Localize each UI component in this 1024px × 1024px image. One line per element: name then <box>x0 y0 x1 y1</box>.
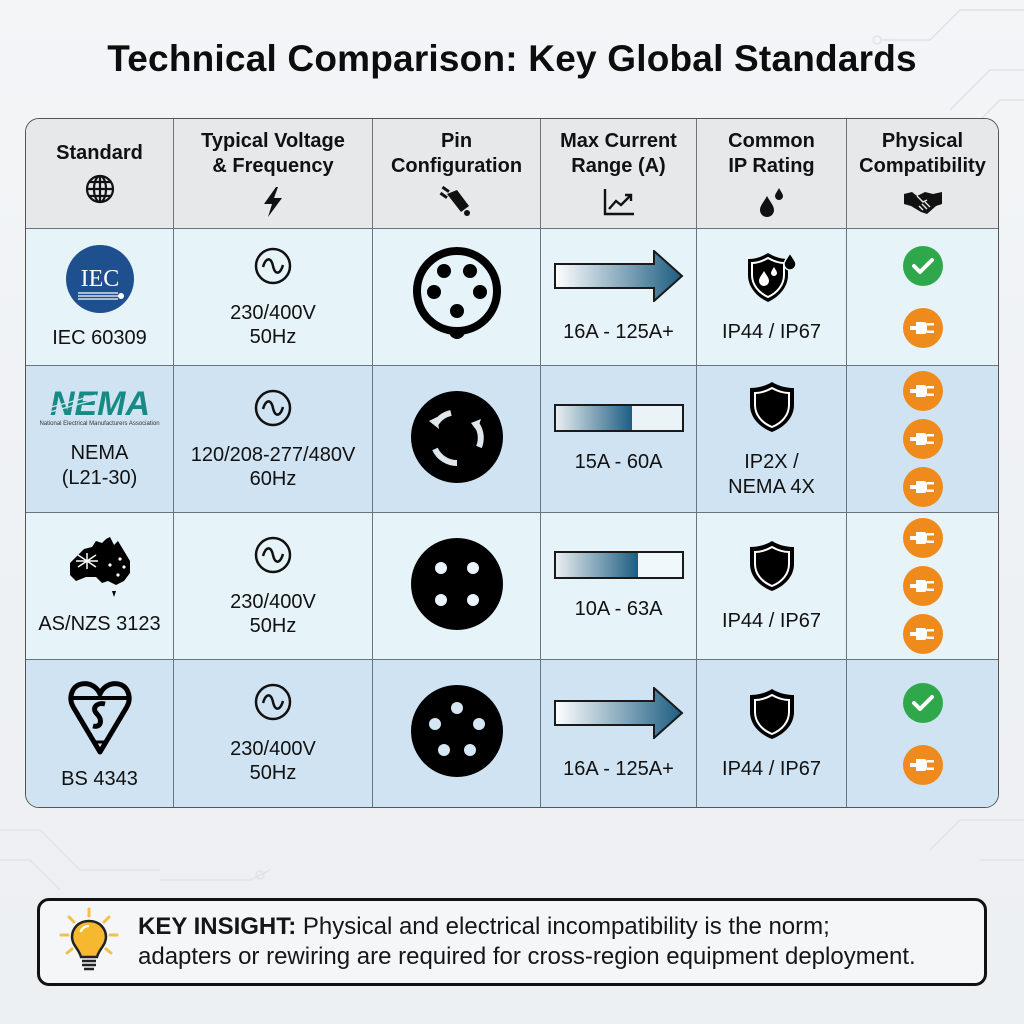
ip-rating-value: IP44 / IP67 <box>722 321 821 343</box>
voltage-cell: 230/400V 50Hz <box>174 513 373 659</box>
water-drops-icon <box>757 185 787 219</box>
compatible-check-icon <box>902 682 943 723</box>
current-range-bar <box>553 404 684 437</box>
pin-configuration-cell <box>373 229 541 365</box>
ac-sine-icon <box>253 388 293 433</box>
column-header-max-current: Max Current Range (A) <box>541 119 697 228</box>
key-insight-label: KEY INSIGHT: <box>138 913 297 940</box>
current-range-arrow <box>553 248 684 307</box>
shield-icon <box>746 379 798 440</box>
svg-text:IEC: IEC <box>80 266 119 292</box>
column-header-pin-configuration: Pin Configuration <box>373 119 541 228</box>
current-range-value: 15A - 60A <box>574 451 663 473</box>
standard-name: BS 4343 <box>61 767 138 790</box>
column-header-compatibility: Physical Compatibility <box>847 119 998 228</box>
compatibility-cell <box>847 660 998 807</box>
adapter-plug-icon <box>902 744 943 785</box>
five-pin-round-socket-icon <box>410 684 504 783</box>
five-pin-round-socket-icon <box>409 246 505 348</box>
current-range-cell: 10A - 63A <box>541 513 697 659</box>
current-range-bar <box>553 551 684 584</box>
current-range-cell: 15A - 60A <box>541 366 697 512</box>
ip-rating-cell: IP44 / IP67 <box>697 660 847 807</box>
key-insight-text: KEY INSIGHT: Physical and electrical inc… <box>138 913 916 970</box>
pin-configuration-cell <box>373 513 541 659</box>
australia-map-logo <box>66 535 134 606</box>
compatibility-cell <box>847 366 998 512</box>
table-row: AS/NZS 3123 230/400V 50Hz 10A - 63A <box>26 513 998 660</box>
ac-sine-icon <box>253 535 293 580</box>
column-header-standard: Standard <box>26 119 174 228</box>
shield-icon <box>746 538 798 599</box>
voltage-cell: 120/208-277/480V 60Hz <box>174 366 373 512</box>
standard-name: NEMA <box>70 442 129 464</box>
current-range-value: 16A - 125A+ <box>563 757 674 780</box>
standard-cell: BS 4343 <box>26 660 174 807</box>
standard-variant: (L21-30) <box>61 467 138 489</box>
current-range-value: 16A - 125A+ <box>563 321 674 343</box>
handshake-icon <box>903 185 943 219</box>
standard-cell: NEMA National Electrical Manufacturers A… <box>26 366 174 512</box>
current-range-cell: 16A - 125A+ <box>541 660 697 807</box>
page-title: Technical Comparison: Key Global Standar… <box>107 38 917 79</box>
ip-rating-value: IP2X / <box>744 450 799 473</box>
ac-sine-icon <box>253 246 293 291</box>
pin-configuration-cell <box>373 660 541 807</box>
adapter-plug-icon <box>902 518 943 558</box>
standard-name: IEC 60309 <box>52 327 147 349</box>
four-pin-round-socket-icon <box>410 537 504 636</box>
table-header-row: Standard Typical Voltage & Frequency Pin… <box>26 119 998 229</box>
adapter-plug-icon <box>902 308 943 348</box>
table-row: NEMA National Electrical Manufacturers A… <box>26 366 998 513</box>
adapter-plug-icon <box>902 419 943 459</box>
compatibility-cell <box>847 513 998 659</box>
compatible-check-icon <box>902 246 943 286</box>
standards-comparison-table: Standard Typical Voltage & Frequency Pin… <box>25 118 999 808</box>
adapter-plug-icon <box>902 371 943 411</box>
standard-cell: AS/NZS 3123 <box>26 513 174 659</box>
shield-water-icon <box>744 249 800 310</box>
current-range-arrow <box>553 685 684 744</box>
plug-icon <box>439 185 475 219</box>
ip-rating-cell: IP2X / NEMA 4X <box>697 366 847 512</box>
pin-configuration-cell <box>373 366 541 512</box>
ip-rating-cell: IP44 / IP67 <box>697 513 847 659</box>
adapter-plug-icon <box>902 467 943 507</box>
twist-lock-socket-icon <box>409 389 505 490</box>
column-header-ip-rating: Common IP Rating <box>697 119 847 228</box>
compatibility-cell <box>847 229 998 365</box>
nema-logo: NEMA National Electrical Manufacturers A… <box>39 387 160 427</box>
adapter-plug-icon <box>902 614 943 654</box>
current-range-value: 10A - 63A <box>574 598 663 620</box>
column-header-voltage: Typical Voltage & Frequency <box>174 119 373 228</box>
trend-chart-icon <box>602 185 636 219</box>
globe-icon <box>84 172 116 206</box>
adapter-plug-icon <box>902 566 943 606</box>
table-row: IEC IEC 60309 230/400V 50Hz 16A - 125A+ <box>26 229 998 366</box>
lightbulb-icon <box>40 907 138 977</box>
shield-icon <box>746 686 798 747</box>
standard-name: AS/NZS 3123 <box>38 613 161 635</box>
voltage-cell: 230/400V 50Hz <box>174 229 373 365</box>
voltage-cell: 230/400V 50Hz <box>174 660 373 807</box>
ip-rating-value: IP44 / IP67 <box>722 610 821 632</box>
iec-logo: IEC <box>64 243 136 320</box>
kitemark-logo <box>65 676 135 761</box>
ip-rating-value: IP44 / IP67 <box>722 757 821 780</box>
standard-cell: IEC IEC 60309 <box>26 229 174 365</box>
current-range-cell: 16A - 125A+ <box>541 229 697 365</box>
ac-sine-icon <box>253 682 293 727</box>
key-insight-callout: KEY INSIGHT: Physical and electrical inc… <box>37 898 987 986</box>
ip-rating-cell: IP44 / IP67 <box>697 229 847 365</box>
lightning-bolt-icon <box>260 185 286 219</box>
table-row: BS 4343 230/400V 50Hz 16A - 125A+ <box>26 660 998 807</box>
